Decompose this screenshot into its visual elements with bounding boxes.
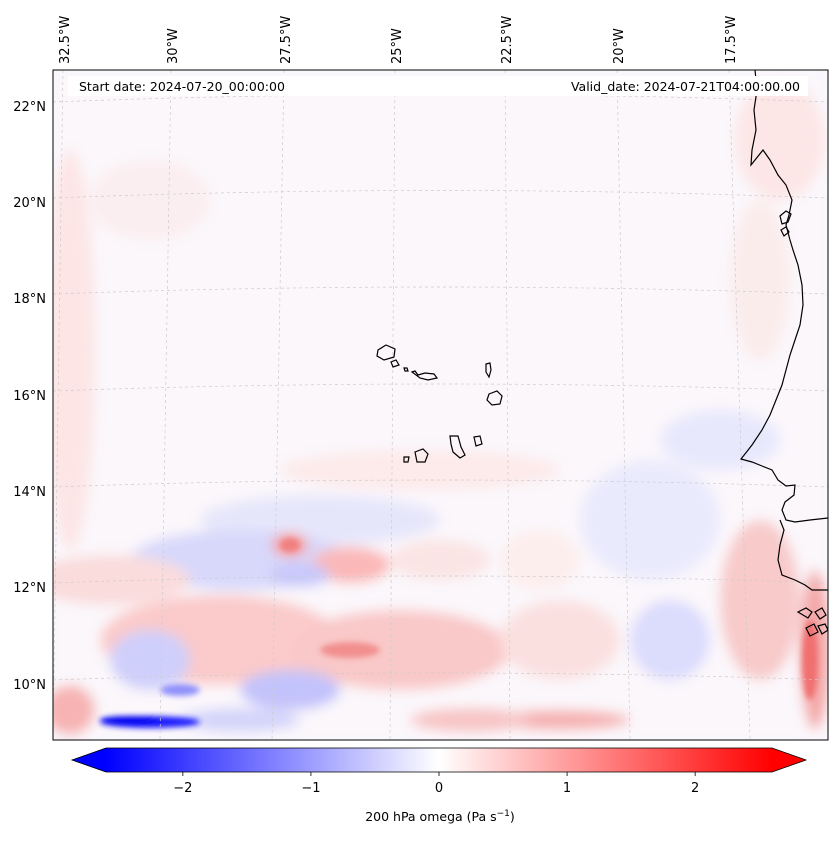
header-strip <box>68 76 808 96</box>
cv-sao-nicolau <box>410 370 439 381</box>
senegambia-coast <box>777 519 828 591</box>
colorbar-label-main: 200 hPa omega (Pa s <box>365 809 496 824</box>
colorbar-extend-min <box>72 748 106 772</box>
colorbar-tick-label: 1 <box>563 781 571 796</box>
lat-label-18n: 18°N <box>13 292 46 307</box>
colorbar-tick-label: −2 <box>173 781 192 796</box>
cv-sao-vicente <box>390 359 400 368</box>
colorbar-ticks: −2 −1 0 1 2 <box>173 772 699 796</box>
canary-island-1 <box>779 210 792 225</box>
omega-field-strong <box>100 538 818 728</box>
omega-field <box>53 70 828 740</box>
latitude-labels: 22°N 20°N 18°N 16°N 14°N 12°N 10°N <box>13 100 46 693</box>
colorbar-extend-max <box>772 748 806 772</box>
cv-maio <box>473 435 483 447</box>
longitude-labels: 32.5°W 30°W 27.5°W 25°W 22.5°W 20°W 17.5… <box>58 16 739 64</box>
cv-boa-vista <box>486 390 503 406</box>
lon-label-25w: 25°W <box>390 28 405 64</box>
lat-label-14n: 14°N <box>13 485 46 500</box>
start-date-label: Start date: 2024-07-20_00:00:00 <box>79 79 285 94</box>
lon-label-22.5w: 22.5°W <box>500 16 515 64</box>
colorbar-tick-label: −1 <box>301 781 320 796</box>
cv-santo-antao <box>376 344 396 361</box>
lon-label-30w: 30°W <box>166 28 181 64</box>
cv-fogo <box>414 448 429 463</box>
lon-label-27.5w: 27.5°W <box>279 16 294 64</box>
cv-sal <box>485 362 492 379</box>
colorbar-label-exponent: −1 <box>497 809 510 819</box>
gridlines <box>53 70 828 740</box>
colorbar-tick-label: 0 <box>435 781 443 796</box>
colorbar-body <box>106 748 772 772</box>
cv-santiago <box>449 435 466 459</box>
lat-label-16n: 16°N <box>13 389 46 404</box>
map-frame <box>52 69 829 741</box>
colorbar-label-close: ) <box>510 809 515 824</box>
lon-label-17.5w: 17.5°W <box>724 16 739 64</box>
bissau-islands <box>796 607 828 637</box>
lat-label-20n: 20°N <box>13 196 46 211</box>
colorbar: −2 −1 0 1 2 200 hPa omega (Pa s−1) <box>70 747 808 824</box>
lon-label-20w: 20°W <box>612 28 627 64</box>
coastlines <box>376 70 828 637</box>
cv-santa-luzia <box>403 367 409 372</box>
colorbar-tick-label: 2 <box>691 781 699 796</box>
cv-brava <box>403 456 410 463</box>
map-panel: Start date: 2024-07-20_00:00:00 Valid_da… <box>52 69 829 741</box>
lat-label-12n: 12°N <box>13 581 46 596</box>
lon-label-32.5w: 32.5°W <box>58 16 73 64</box>
africa-coastline <box>739 70 828 523</box>
lat-label-22n: 22°N <box>13 100 46 115</box>
colorbar-label: 200 hPa omega (Pa s−1) <box>365 809 515 824</box>
valid-date-label: Valid_date: 2024-07-21T04:00:00.00 <box>571 79 800 94</box>
canary-island-2 <box>780 226 790 237</box>
lat-label-10n: 10°N <box>13 678 46 693</box>
colorbar-outline <box>70 747 808 773</box>
